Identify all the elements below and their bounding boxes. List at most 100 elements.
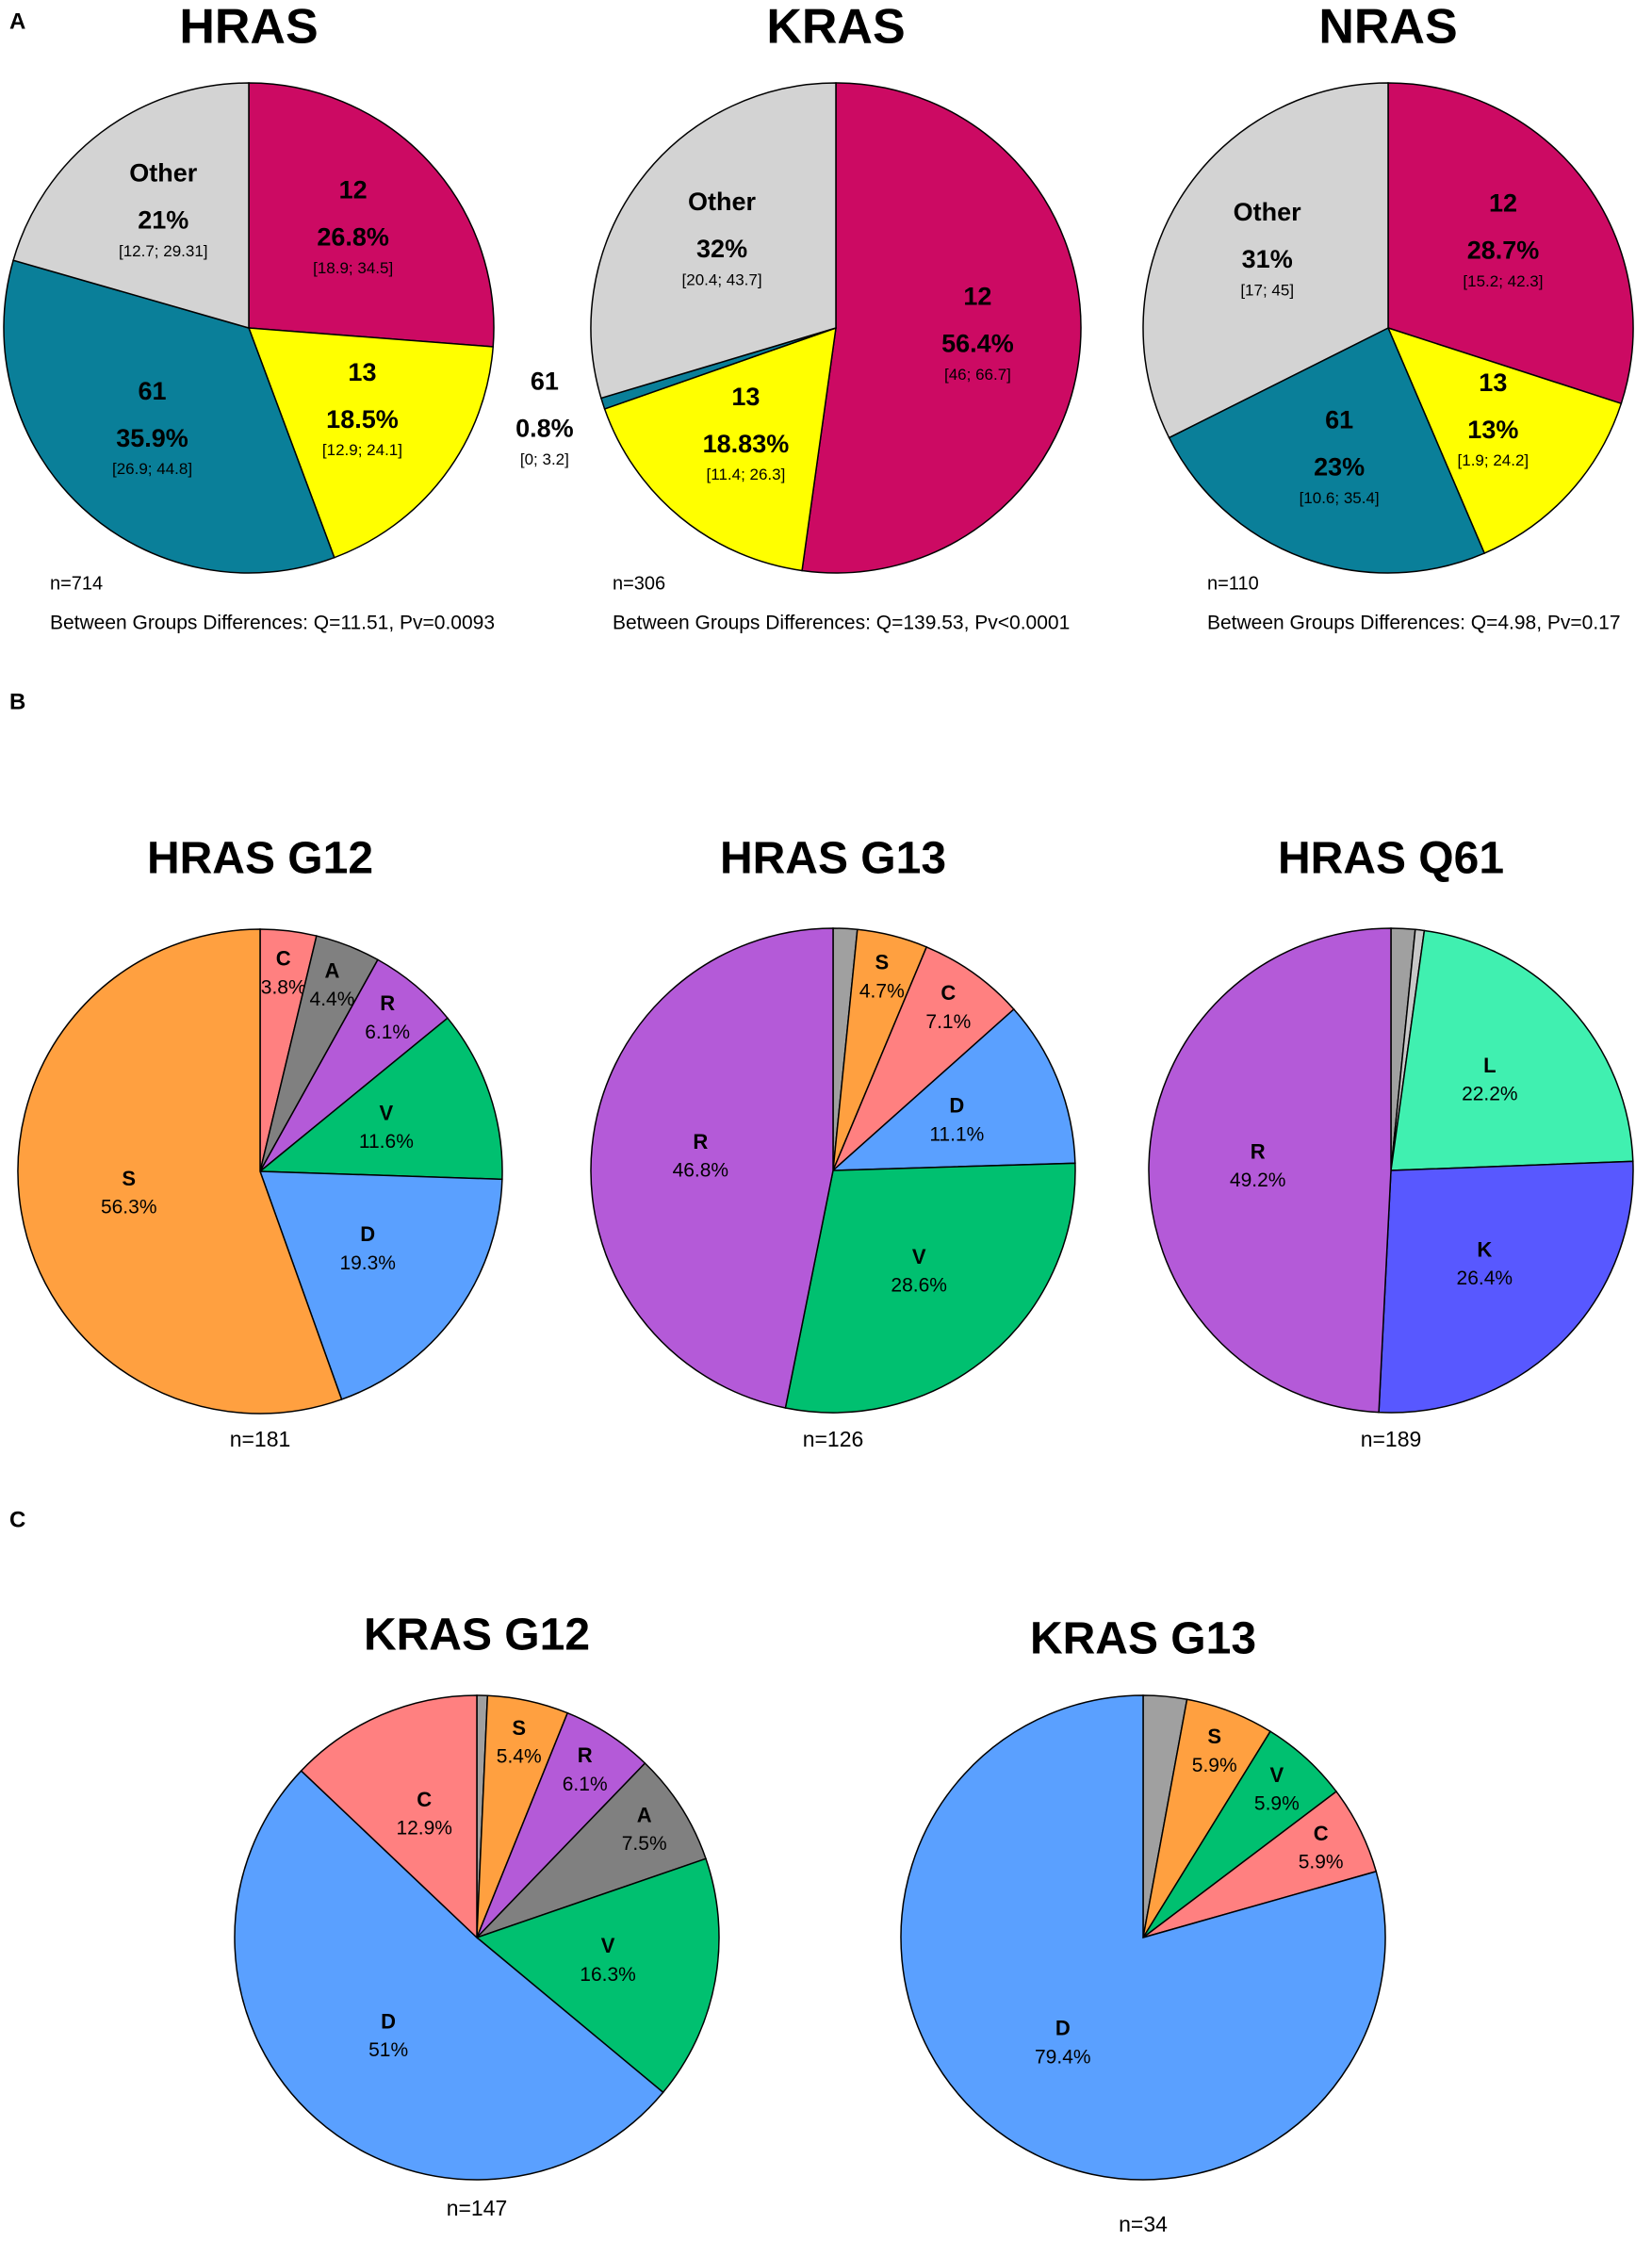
panel-label: A — [9, 8, 25, 34]
pie-slice — [1142, 82, 1389, 439]
value-label: 5.9% — [1254, 1793, 1300, 1815]
n-label: n=181 — [230, 1427, 291, 1451]
slice-label: S — [875, 951, 889, 974]
slice-label: 13 — [1479, 368, 1507, 397]
slice-label: V — [380, 1101, 394, 1124]
chart-title: KRAS G13 — [1030, 1614, 1256, 1664]
ci-label: [26.9; 44.8] — [112, 460, 192, 478]
slice-label: R — [578, 1743, 593, 1767]
value-label: 23% — [1314, 453, 1365, 482]
pie-slice — [234, 1769, 664, 2181]
value-label: 4.7% — [859, 980, 905, 1002]
pie-slice — [476, 1761, 707, 1938]
slice-label: D — [381, 2009, 396, 2033]
slice-label: C — [417, 1788, 432, 1811]
value-label: 6.1% — [563, 1774, 608, 1795]
chart-title: NRAS — [1318, 0, 1457, 55]
value-label: 11.6% — [359, 1131, 414, 1153]
pie-slice — [17, 928, 343, 1415]
slice-label: L — [1483, 1054, 1496, 1077]
slice-label: C — [1314, 1822, 1329, 1845]
value-label: 3.8% — [261, 976, 306, 998]
value-label: 16.3% — [580, 1964, 636, 1986]
panel-label: C — [9, 1507, 25, 1532]
value-label: 26.4% — [1457, 1268, 1513, 1289]
pie-slice — [900, 1694, 1386, 2181]
pie-slice — [300, 1694, 478, 1939]
slice-label: 61 — [531, 367, 559, 395]
ci-label: [12.7; 29.31] — [119, 242, 208, 260]
slice-label: R — [693, 1130, 708, 1153]
value-label: 22.2% — [1462, 1084, 1518, 1105]
slice-label: V — [601, 1934, 615, 1957]
value-label: 0.8% — [515, 414, 574, 442]
pie-slice — [257, 1017, 503, 1181]
n-label: n=126 — [803, 1427, 864, 1451]
pie-slice — [258, 1170, 503, 1400]
panel-label: B — [9, 689, 25, 714]
value-label: 12.9% — [396, 1818, 452, 1840]
value-label: 19.3% — [339, 1252, 396, 1274]
value-label: 79.4% — [1035, 2046, 1091, 2068]
slice-label: R — [380, 991, 395, 1015]
pie-slice — [784, 1162, 1076, 1414]
chart-title: HRAS — [179, 0, 318, 55]
pie-slice — [1148, 927, 1392, 1414]
test-label: Between Groups Differences: Q=4.98, Pv=0… — [1207, 613, 1621, 634]
slice-label: S — [1207, 1725, 1221, 1748]
value-label: 49.2% — [1230, 1170, 1286, 1191]
slice-label: Other — [688, 188, 757, 216]
pie-slice — [247, 327, 495, 559]
value-label: 21% — [138, 206, 188, 235]
value-label: 46.8% — [673, 1160, 729, 1182]
pie-slice — [3, 259, 335, 574]
value-label: 56.4% — [941, 330, 1014, 358]
value-label: 32% — [696, 235, 747, 263]
value-label: 5.9% — [1192, 1755, 1237, 1776]
slice-label: Other — [129, 159, 198, 188]
value-label: 7.1% — [925, 1011, 971, 1033]
test-label: Between Groups Differences: Q=139.53, Pv… — [613, 613, 1070, 634]
slice-label: S — [512, 1716, 526, 1740]
n-label: n=714 — [50, 573, 103, 594]
value-label: 31% — [1242, 245, 1293, 273]
value-label: 51% — [368, 2039, 408, 2061]
value-label: 26.8% — [317, 223, 389, 252]
slice-label: R — [1251, 1139, 1266, 1163]
pie-slice — [1168, 326, 1486, 574]
n-label: n=34 — [1119, 2212, 1168, 2236]
value-label: 56.3% — [101, 1197, 157, 1219]
value-label: 11.1% — [929, 1123, 984, 1145]
slice-label: 12 — [1489, 188, 1517, 217]
chart-title: HRAS G13 — [720, 834, 946, 884]
slice-label: 12 — [963, 283, 991, 311]
value-label: 28.7% — [1467, 236, 1540, 264]
slice-label: 12 — [339, 176, 368, 204]
slice-label: 61 — [139, 377, 167, 405]
slice-label: C — [940, 981, 956, 1005]
pie-slice — [590, 927, 834, 1409]
value-label: 35.9% — [116, 424, 188, 452]
slice-label: 13 — [348, 358, 376, 386]
value-label: 4.4% — [310, 989, 355, 1010]
chart-title: KRAS — [766, 0, 905, 55]
ci-label: [10.6; 35.4] — [1300, 489, 1380, 507]
slice-label: V — [1269, 1763, 1284, 1787]
slice-label: D — [1055, 2017, 1071, 2040]
chart-title: KRAS G12 — [364, 1611, 590, 1660]
pie-slice — [801, 82, 1082, 574]
value-label: 7.5% — [622, 1833, 667, 1855]
ci-label: [11.4; 26.3] — [707, 466, 786, 483]
ci-label: [0; 3.2] — [520, 450, 569, 468]
pie-slice — [248, 82, 495, 348]
ci-label: [1.9; 24.2] — [1458, 451, 1529, 469]
ci-label: [15.2; 42.3] — [1463, 272, 1543, 290]
n-label: n=110 — [1207, 573, 1259, 594]
pie-slice — [590, 82, 837, 400]
slice-label: 13 — [731, 383, 760, 411]
pie-slice — [1386, 326, 1623, 555]
slice-label: D — [360, 1222, 375, 1246]
slice-label: K — [1477, 1237, 1492, 1261]
